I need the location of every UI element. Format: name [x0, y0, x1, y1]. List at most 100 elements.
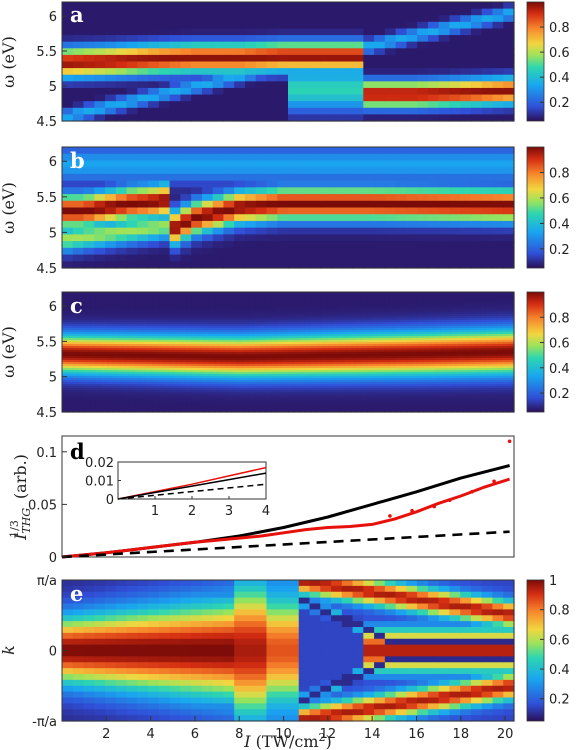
heat-cell-c	[265, 344, 272, 347]
heat-cell-a	[244, 15, 257, 23]
heat-cell-c	[220, 400, 227, 403]
heat-cell-c	[124, 302, 131, 305]
heat-cell-c	[361, 386, 368, 389]
heat-cell-c	[73, 324, 80, 327]
heat-cell-a	[460, 114, 472, 122]
heat-cell-c	[90, 304, 97, 307]
heat-cell-a	[255, 28, 268, 36]
heat-cell-c	[135, 360, 142, 363]
heat-cell-c	[333, 398, 340, 401]
heat-cell-b	[169, 227, 181, 235]
heat-cell-c	[304, 370, 312, 373]
heat-cell-b	[492, 247, 504, 256]
heat-cell-c	[135, 318, 142, 321]
heat-cell-c	[84, 374, 91, 377]
heat-cell-c	[288, 348, 295, 351]
heat-cell-c	[231, 366, 238, 369]
heat-cell-c	[175, 392, 182, 395]
heat-cell-c	[321, 312, 329, 315]
heat-cell-a	[72, 41, 85, 49]
heat-cell-c	[282, 348, 289, 351]
heat-cell-c	[220, 338, 227, 341]
heat-cell-c	[225, 380, 233, 383]
heat-cell-c	[333, 356, 340, 359]
heat-cell-c	[84, 354, 91, 357]
heat-cell-c	[231, 306, 238, 309]
heat-cell-b	[417, 153, 429, 162]
heat-cell-a	[298, 107, 311, 115]
heat-cell-c	[293, 376, 300, 379]
heat-cell-a	[148, 8, 160, 16]
heat-cell-a	[449, 48, 461, 56]
heat-cell-c	[231, 364, 238, 367]
heat-cell-c	[378, 360, 385, 363]
heat-cell-b	[201, 254, 214, 262]
heat-cell-a	[126, 68, 138, 76]
heat-cell-c	[231, 336, 238, 339]
heat-cell-c	[254, 400, 261, 403]
heat-cell-c	[169, 298, 176, 301]
heat-cell-c	[141, 382, 148, 385]
heat-cell-c	[152, 402, 159, 405]
heat-cell-b	[341, 153, 354, 162]
heat-cell-c	[378, 308, 385, 311]
heat-cell-b	[298, 220, 311, 229]
heat-cell-c	[180, 338, 187, 341]
heat-cell-c	[248, 332, 255, 335]
heat-cell-c	[141, 388, 148, 391]
heat-cell-c	[378, 390, 385, 393]
heat-cell-b	[395, 153, 407, 162]
heat-cell-a	[298, 54, 311, 63]
heat-cell-c	[78, 338, 86, 341]
heat-cell-c	[321, 342, 329, 345]
heat-cell-a	[255, 15, 268, 23]
heat-cell-c	[73, 368, 80, 371]
heat-cell-c	[175, 394, 182, 397]
heat-cell-a	[148, 48, 160, 56]
heat-cell-c	[101, 340, 108, 343]
heat-cell-b	[492, 153, 504, 162]
heat-cell-b	[244, 261, 257, 269]
heat-cell-c	[259, 330, 266, 333]
heat-cell-c	[248, 366, 255, 369]
heat-cell-c	[288, 364, 295, 367]
heat-cell-a	[470, 54, 483, 63]
heat-cell-c	[372, 316, 379, 319]
heat-cell-a	[212, 21, 225, 30]
heat-cell-c	[67, 368, 74, 371]
heat-cell-c	[67, 324, 74, 327]
heat-cell-a	[363, 15, 375, 23]
heat-cell-c	[299, 346, 306, 349]
heat-cell-c	[220, 372, 227, 375]
heat-cell-b	[341, 220, 354, 229]
heat-cell-c	[248, 340, 255, 343]
heat-cell-c	[135, 404, 142, 407]
heat-cell-c	[135, 336, 142, 339]
heat-cell-b	[460, 207, 472, 215]
heat-cell-b	[384, 180, 397, 188]
heat-cell-c	[293, 370, 300, 373]
heat-cell-b	[191, 147, 203, 155]
heat-cell-c	[265, 408, 272, 411]
heat-cell-c	[254, 392, 261, 395]
heat-cell-c	[350, 348, 357, 351]
heat-cell-a	[395, 87, 407, 96]
heat-cell-c	[67, 360, 74, 363]
heat-cell-a	[503, 21, 515, 30]
heat-cell-c	[208, 328, 216, 331]
heat-cell-c	[146, 386, 153, 389]
heat-cell-b	[148, 234, 160, 242]
heat-cell-a	[201, 87, 214, 96]
panel-label-a: a	[70, 2, 84, 27]
heat-cell-a	[83, 48, 95, 56]
heat-cell-c	[321, 292, 329, 295]
heat-cell-b	[201, 234, 214, 242]
heat-cell-c	[282, 322, 289, 325]
heat-cell-c	[78, 340, 86, 343]
heat-cell-c	[101, 374, 108, 377]
heat-cell-c	[304, 358, 312, 361]
heat-cell-a	[255, 35, 268, 43]
heat-cell-c	[214, 376, 221, 379]
heat-cell-b	[169, 207, 181, 215]
heat-cell-c	[350, 392, 357, 395]
